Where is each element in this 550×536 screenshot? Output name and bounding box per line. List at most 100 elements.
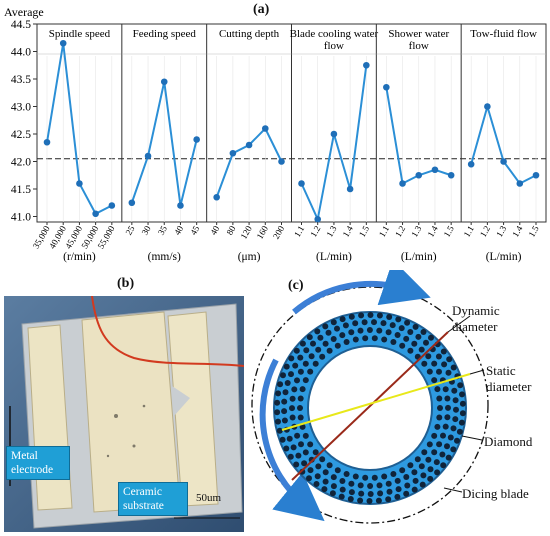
diamond-particle bbox=[329, 490, 336, 497]
x-tick-label: 1.4 bbox=[341, 224, 356, 239]
diamond-particle bbox=[447, 434, 454, 441]
diamond-particle bbox=[450, 446, 457, 453]
diamond-particle bbox=[431, 432, 438, 439]
x-tick-label: 1.2 bbox=[393, 224, 407, 239]
diamond-particle bbox=[450, 425, 457, 432]
diamond-particle bbox=[293, 347, 300, 354]
diamond-particle bbox=[459, 391, 465, 398]
diamond-particle bbox=[281, 417, 288, 424]
diamond-particle bbox=[295, 452, 302, 459]
diamond-particle bbox=[454, 437, 460, 444]
diamond-particle bbox=[280, 372, 286, 379]
x-tick-label: 1.4 bbox=[425, 224, 440, 239]
diamond-particle bbox=[445, 404, 451, 411]
diamond-particle bbox=[314, 473, 321, 480]
x-tick-label: 1.3 bbox=[494, 224, 509, 239]
diamond-particle bbox=[367, 483, 374, 489]
diamond-particle bbox=[348, 480, 355, 487]
diamond-particle bbox=[394, 493, 401, 500]
diamond-particle bbox=[275, 418, 281, 425]
diamond-particle bbox=[294, 432, 301, 439]
diamond-particle bbox=[297, 368, 304, 375]
diamond-particle bbox=[403, 474, 410, 480]
data-point bbox=[245, 141, 253, 149]
diamond-particle bbox=[385, 480, 392, 487]
diamond-particle bbox=[376, 312, 383, 319]
y-tick-label: 42.0 bbox=[11, 157, 31, 169]
diamond-particle bbox=[404, 319, 411, 326]
diamond-particle bbox=[377, 490, 384, 497]
diamond-particle bbox=[427, 466, 434, 473]
x-unit-label: (mm/s) bbox=[148, 251, 181, 263]
panel-title: Spindle speed bbox=[49, 28, 111, 40]
diamond-particle bbox=[376, 327, 383, 334]
diamond-particle bbox=[303, 347, 310, 354]
panel-title: Blade cooling water bbox=[290, 28, 379, 40]
x-tick-label: 35 bbox=[156, 224, 169, 237]
diamond-particle bbox=[301, 460, 308, 467]
diamond-particle bbox=[326, 347, 333, 354]
diamond-particle bbox=[367, 491, 374, 497]
diamond-particle bbox=[319, 353, 326, 360]
x-tick-label: 30 bbox=[140, 224, 153, 237]
data-point bbox=[431, 166, 439, 174]
diamond-particle bbox=[308, 456, 315, 463]
panel-label-b: (b) bbox=[117, 276, 135, 291]
diamond-particle bbox=[459, 400, 466, 407]
diamond-particle bbox=[279, 436, 286, 443]
diamond-particle bbox=[326, 462, 333, 469]
data-point bbox=[532, 171, 540, 179]
diamond-particle bbox=[307, 368, 314, 375]
diamond-particle bbox=[458, 419, 465, 426]
diamond-particle bbox=[352, 320, 359, 327]
diamond-label: Diamond bbox=[484, 434, 533, 449]
data-point bbox=[76, 180, 83, 187]
x-tick-label: 1.5 bbox=[442, 224, 457, 239]
diamond-particle bbox=[386, 488, 393, 495]
x-unit-label: (L/min) bbox=[401, 251, 437, 263]
diamond-particle bbox=[371, 319, 377, 326]
diamond-particle bbox=[418, 346, 425, 353]
diamond-particle bbox=[390, 471, 397, 477]
diamond-particle bbox=[414, 456, 421, 463]
diamond-particle bbox=[322, 323, 329, 330]
diamond-particle bbox=[361, 319, 368, 326]
diamond-particle bbox=[403, 490, 410, 497]
diamond-particle bbox=[452, 416, 459, 423]
diamond-particle bbox=[452, 397, 459, 404]
dynamic-diameter-line bbox=[291, 331, 449, 481]
x-unit-label: (r/min) bbox=[63, 251, 96, 263]
diamond-particle bbox=[425, 353, 432, 360]
diamond-particle bbox=[412, 323, 419, 330]
diamond-particle bbox=[440, 348, 447, 355]
diamond-particle bbox=[283, 363, 290, 370]
scale-bar-label: 50um bbox=[196, 492, 222, 504]
diamond-particle bbox=[423, 339, 429, 346]
diamond-particle bbox=[314, 328, 321, 335]
y-tick-label: 41.5 bbox=[11, 184, 31, 196]
device-photo: Metal electrode Ceramic substrate 50um bbox=[4, 296, 244, 532]
data-point bbox=[160, 78, 168, 86]
diamond-particle bbox=[385, 496, 392, 503]
diamond-particle bbox=[407, 329, 414, 335]
diamond-particle bbox=[404, 482, 411, 489]
y-tick-label: 43.0 bbox=[11, 102, 31, 114]
diamond-particle bbox=[366, 327, 373, 333]
diamond-particle bbox=[441, 361, 448, 368]
diamond-particle bbox=[436, 414, 443, 421]
diamond-particle bbox=[390, 339, 397, 345]
ceramic-substrate-label: Ceramic substrate bbox=[118, 482, 188, 516]
diamond-particle bbox=[445, 369, 452, 376]
diamond-particle bbox=[411, 469, 418, 476]
diamond-particle bbox=[347, 496, 354, 502]
diamond-particle bbox=[444, 414, 451, 421]
diamond-particle bbox=[434, 386, 441, 393]
diamond-particle bbox=[348, 313, 355, 320]
diamond-particle bbox=[299, 468, 306, 475]
data-point bbox=[447, 171, 455, 179]
data-point bbox=[484, 103, 491, 110]
diamond-particle bbox=[444, 443, 450, 450]
diamond-particle bbox=[431, 360, 438, 367]
diamond-particle bbox=[395, 486, 402, 493]
panel-title: flow bbox=[409, 40, 429, 52]
